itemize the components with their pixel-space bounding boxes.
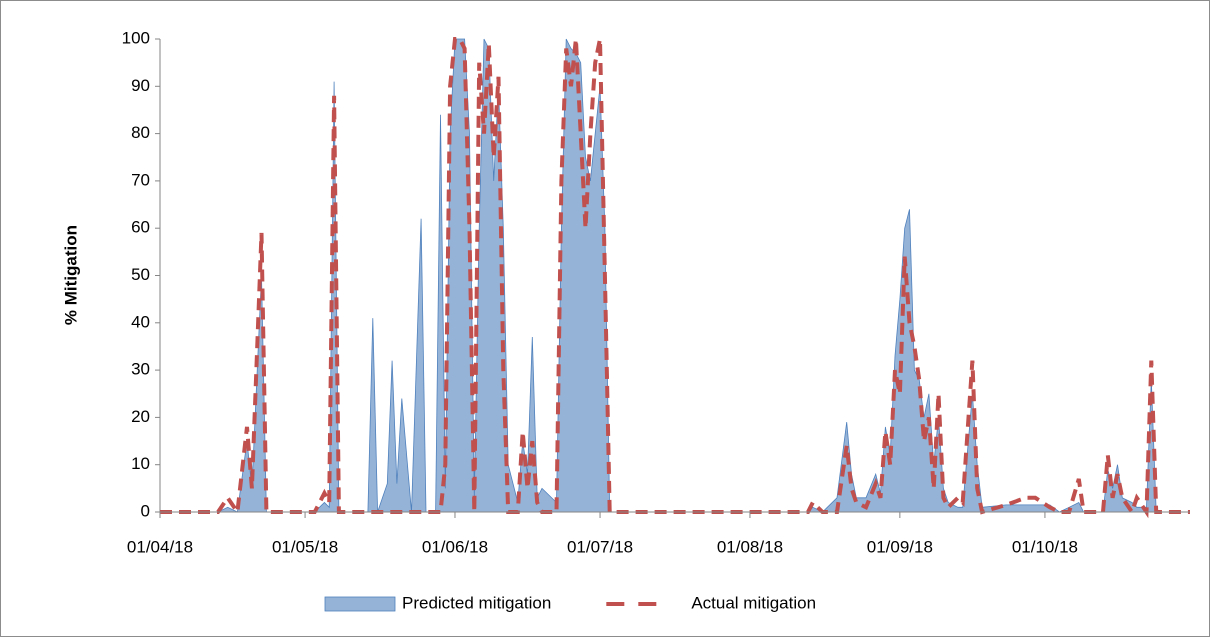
y-tick-label: 30 — [131, 360, 150, 379]
y-tick-label: 40 — [131, 312, 150, 331]
y-tick-label: 80 — [131, 123, 150, 142]
legend-label: Actual mitigation — [691, 593, 816, 612]
legend-label: Predicted mitigation — [402, 593, 551, 612]
y-tick-label: 70 — [131, 170, 150, 189]
y-tick-label: 50 — [131, 265, 150, 284]
x-tick-label: 01/07/18 — [567, 537, 633, 556]
y-tick-label: 100 — [122, 28, 150, 47]
y-tick-label: 90 — [131, 76, 150, 95]
y-tick-label: 60 — [131, 218, 150, 237]
y-tick-label: 20 — [131, 407, 150, 426]
x-tick-label: 01/05/18 — [272, 537, 338, 556]
x-tick-label: 01/10/18 — [1012, 537, 1078, 556]
x-tick-label: 01/06/18 — [422, 537, 488, 556]
y-axis-label: % Mitigation — [61, 225, 80, 325]
x-tick-label: 01/04/18 — [127, 537, 193, 556]
y-tick-label: 0 — [141, 501, 150, 520]
legend-swatch — [324, 596, 396, 612]
x-tick-label: 01/08/18 — [717, 537, 783, 556]
x-tick-label: 01/09/18 — [867, 537, 933, 556]
y-tick-label: 10 — [131, 454, 150, 473]
area — [160, 38, 1190, 513]
